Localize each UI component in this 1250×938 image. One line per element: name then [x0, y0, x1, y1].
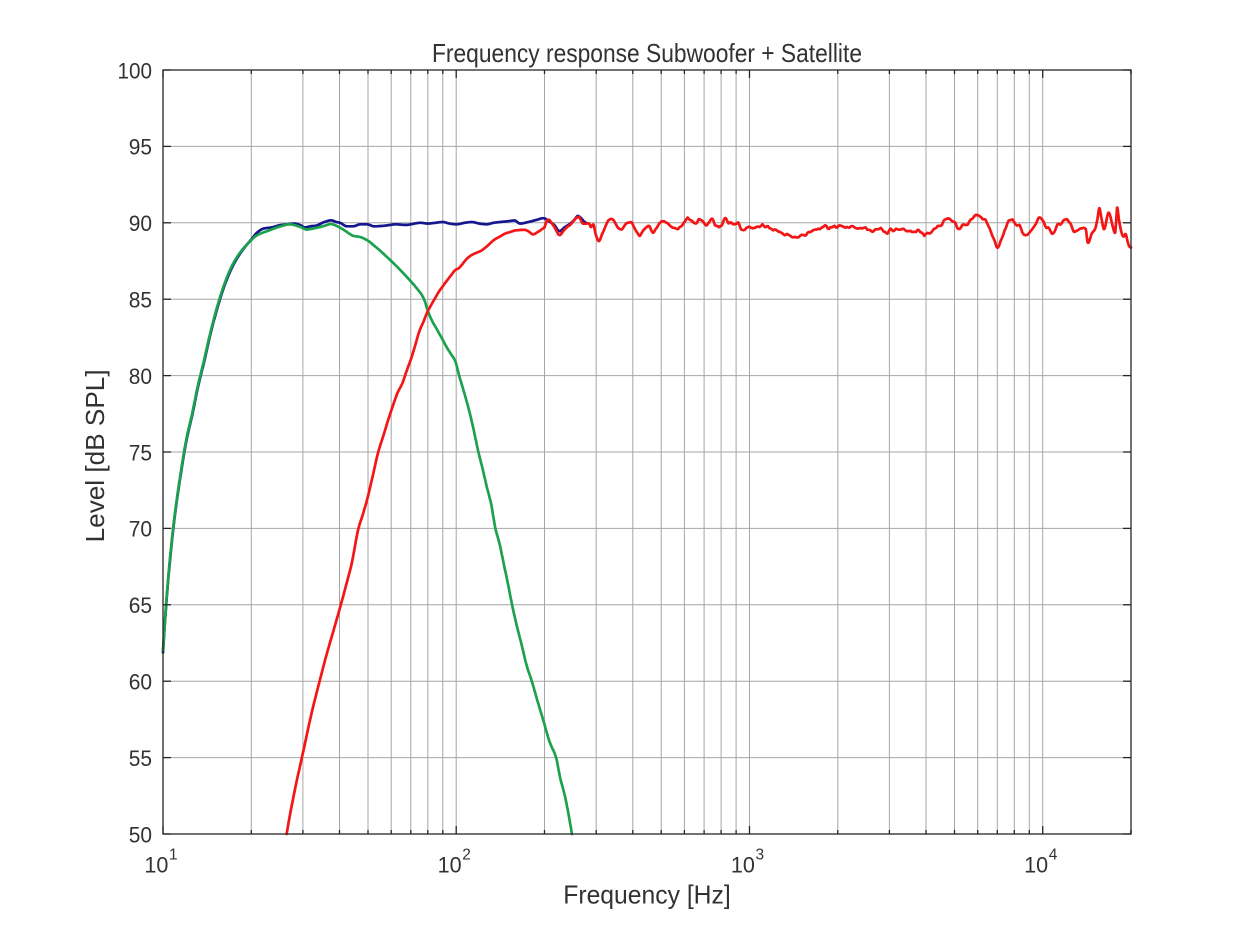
svg-text:65: 65 — [129, 593, 152, 618]
svg-text:80: 80 — [129, 364, 152, 389]
svg-text:10: 10 — [144, 853, 168, 878]
svg-text:Frequency [Hz]: Frequency [Hz] — [563, 880, 731, 910]
svg-text:10: 10 — [438, 853, 462, 878]
svg-text:50: 50 — [129, 822, 152, 847]
svg-text:10: 10 — [1024, 853, 1048, 878]
svg-text:100: 100 — [118, 58, 153, 83]
svg-text:Frequency response Subwoofer +: Frequency response Subwoofer + Satellite — [432, 38, 862, 68]
svg-text:10: 10 — [731, 853, 755, 878]
svg-text:90: 90 — [129, 211, 152, 236]
svg-text:3: 3 — [756, 847, 765, 864]
svg-text:2: 2 — [462, 847, 471, 864]
svg-text:60: 60 — [129, 670, 152, 695]
svg-text:70: 70 — [129, 517, 152, 542]
svg-text:55: 55 — [129, 746, 152, 771]
svg-text:85: 85 — [129, 288, 152, 313]
svg-text:1: 1 — [169, 847, 178, 864]
svg-text:75: 75 — [129, 440, 152, 465]
svg-text:Level [dB SPL]: Level [dB SPL] — [80, 369, 110, 542]
svg-text:95: 95 — [129, 135, 152, 160]
svg-text:4: 4 — [1049, 847, 1058, 864]
